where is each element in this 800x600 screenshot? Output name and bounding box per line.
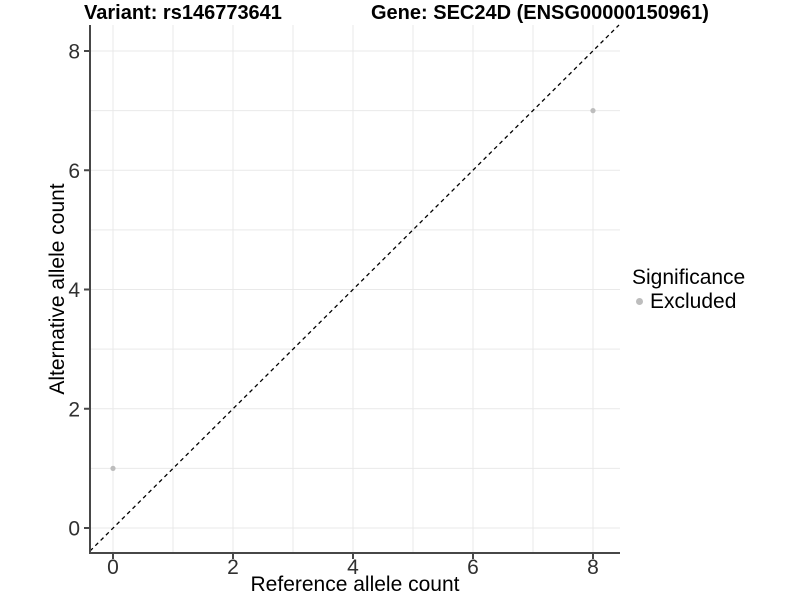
y-tick-label-2: 2: [68, 398, 80, 421]
x-tick-label-6: 6: [467, 556, 479, 579]
data-point-8-7: [590, 108, 596, 114]
y-tick-label-0: 0: [68, 518, 80, 541]
plot-title-variant: Variant: rs146773641: [84, 2, 282, 24]
legend-title: Significance: [632, 266, 746, 289]
y-tick-label-4: 4: [68, 279, 80, 302]
x-tick-label-4: 4: [347, 556, 359, 579]
legend: Significance Excluded: [632, 266, 745, 314]
plot-title-gene: Gene: SEC24D (ENSG00000150961): [371, 2, 709, 24]
y-tick-label-6: 6: [68, 160, 80, 183]
y-axis-title: Alternative allele count: [46, 183, 69, 395]
y-tick-label-8: 8: [68, 41, 80, 64]
identity-line: [89, 24, 620, 552]
x-tick-label-2: 2: [227, 556, 239, 579]
data-point-0-1: [110, 465, 116, 471]
legend-point-icon: [636, 298, 643, 305]
x-tick-label-8: 8: [587, 556, 599, 579]
legend-item-excluded: Excluded: [632, 289, 745, 314]
legend-item-label: Excluded: [650, 289, 737, 313]
x-tick-label-0: 0: [107, 556, 119, 579]
x-axis-title: Reference allele count: [250, 573, 460, 596]
